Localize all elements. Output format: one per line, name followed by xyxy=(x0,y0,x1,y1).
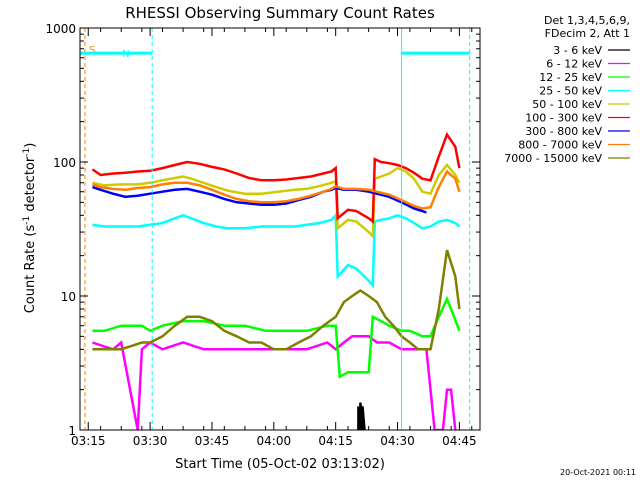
y-tick-label-2: 10 xyxy=(61,290,76,304)
x-axis-label: Start Time (05-Oct-02 03:13:02) xyxy=(175,457,385,472)
series-line-5 xyxy=(92,163,461,239)
legend-label-2: 6 - 12 keV xyxy=(546,58,602,71)
series-line-8 xyxy=(92,169,461,210)
y-tick-label-3: 100 xyxy=(53,156,76,170)
flag-label-1: S xyxy=(89,45,95,56)
x-tick-label-2: 03:30 xyxy=(133,434,168,448)
x-axis: 03:15 03:30 03:45 04:00 04:15 04:30 04:45 xyxy=(71,28,477,448)
y-axis: 1 10 100 1000 xyxy=(45,22,480,438)
footer-timestamp: 20-Oct-2021 00:11 xyxy=(560,468,636,477)
y-tick-label-1: 1 xyxy=(68,424,76,438)
y-tick-label-4: 1000 xyxy=(45,22,76,36)
legend-label-5: 50 - 100 keV xyxy=(532,98,602,111)
series-line-4 xyxy=(92,212,461,289)
x-tick-label-5: 04:15 xyxy=(318,434,353,448)
x-tick-label-7: 04:45 xyxy=(442,434,477,448)
legend-label-6: 100 - 300 keV xyxy=(525,112,602,125)
chart-title: RHESSI Observing Summary Count Rates xyxy=(125,4,435,22)
x-tick-label-3: 03:45 xyxy=(195,434,230,448)
legend-label-3: 12 - 25 keV xyxy=(539,71,602,84)
series-line-3 xyxy=(92,295,461,379)
x-tick-label-1: 03:15 xyxy=(71,434,106,448)
series-layer xyxy=(91,131,461,430)
series-line-6 xyxy=(91,131,461,224)
flag-label-2: N xyxy=(122,49,129,60)
legend-label-7: 300 - 800 keV xyxy=(525,125,602,138)
x-tick-label-4: 04:00 xyxy=(257,434,292,448)
legend-header-1: Det 1,3,4,5,6,9, xyxy=(544,14,630,27)
legend-header-2: FDecim 2, Att 1 xyxy=(545,27,630,40)
legend-label-1: 3 - 6 keV xyxy=(553,44,602,57)
legend-label-9: 7000 - 15000 keV xyxy=(504,152,602,165)
y-axis-label: Count Rate (s-1 detector-1) xyxy=(22,143,38,314)
plot-frame xyxy=(79,27,481,431)
series-line-1 xyxy=(357,402,366,430)
legend-label-8: 800 - 7000 keV xyxy=(518,139,602,152)
x-tick-label-6: 04:30 xyxy=(380,434,415,448)
series-line-7 xyxy=(92,185,427,214)
vline-layer xyxy=(79,28,471,430)
series-line-9 xyxy=(92,249,461,351)
legend: Det 1,3,4,5,6,9,FDecim 2, Att 1 3 - 6 keV… xyxy=(504,14,630,165)
legend-label-4: 25 - 50 keV xyxy=(539,85,602,98)
